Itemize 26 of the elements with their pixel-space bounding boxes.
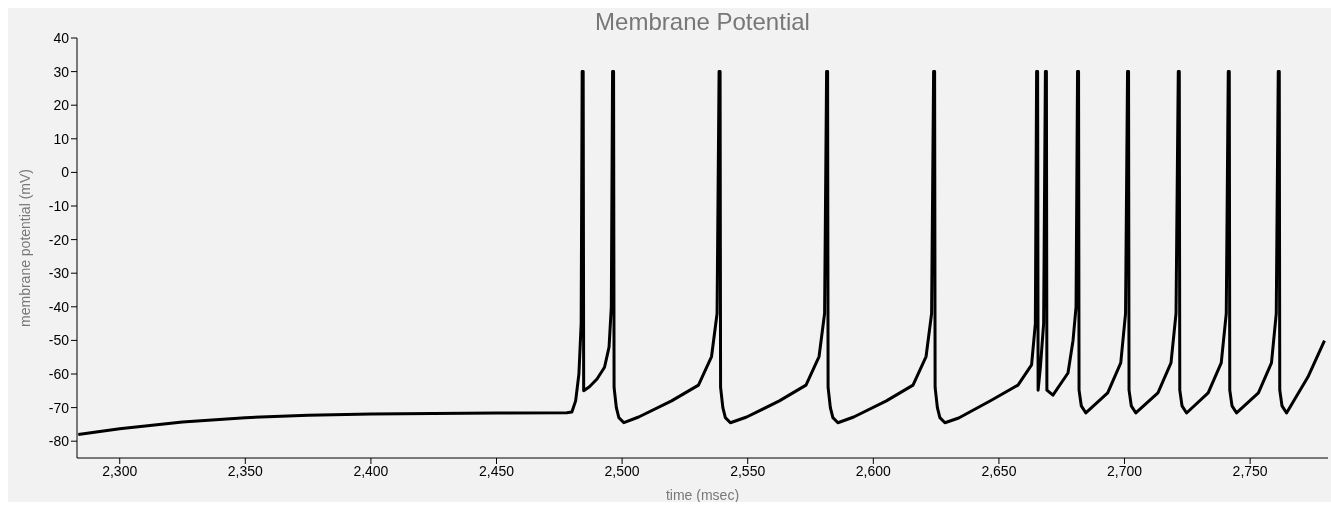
x-tick-label: 2,300 <box>102 462 138 479</box>
y-tick-label: 30 <box>53 63 70 80</box>
x-tick-label: 2,750 <box>1232 462 1268 479</box>
y-tick-label: -70 <box>48 399 70 416</box>
y-tick-label: 40 <box>53 29 70 46</box>
x-tick-label: 2,650 <box>981 462 1017 479</box>
y-tick-label: -20 <box>48 231 70 248</box>
x-tick-label: 2,600 <box>855 462 892 479</box>
x-tick-label: 2,700 <box>1107 462 1143 479</box>
x-tick-label: 2,450 <box>478 462 515 479</box>
y-tick-label: 20 <box>53 97 70 114</box>
y-tick-label: 10 <box>53 130 70 147</box>
x-tick-label: 2,350 <box>227 462 264 479</box>
x-tick-label: 2,400 <box>353 462 389 479</box>
x-tick-label: 2,500 <box>604 462 640 479</box>
x-axis-title: time (msec) <box>665 487 740 503</box>
y-tick-label: -30 <box>48 265 70 282</box>
y-axis-title: membrane potential (mV) <box>16 169 33 327</box>
y-tick-label: -80 <box>48 433 70 450</box>
y-tick-label: -60 <box>48 365 70 382</box>
chart-title: Membrane Potential <box>594 8 811 36</box>
y-tick-label: 0 <box>61 164 70 181</box>
y-tick-label: -10 <box>48 197 70 214</box>
x-tick-label: 2,550 <box>730 462 766 479</box>
y-tick-label: -50 <box>48 332 70 349</box>
y-tick-label: -40 <box>48 298 70 315</box>
